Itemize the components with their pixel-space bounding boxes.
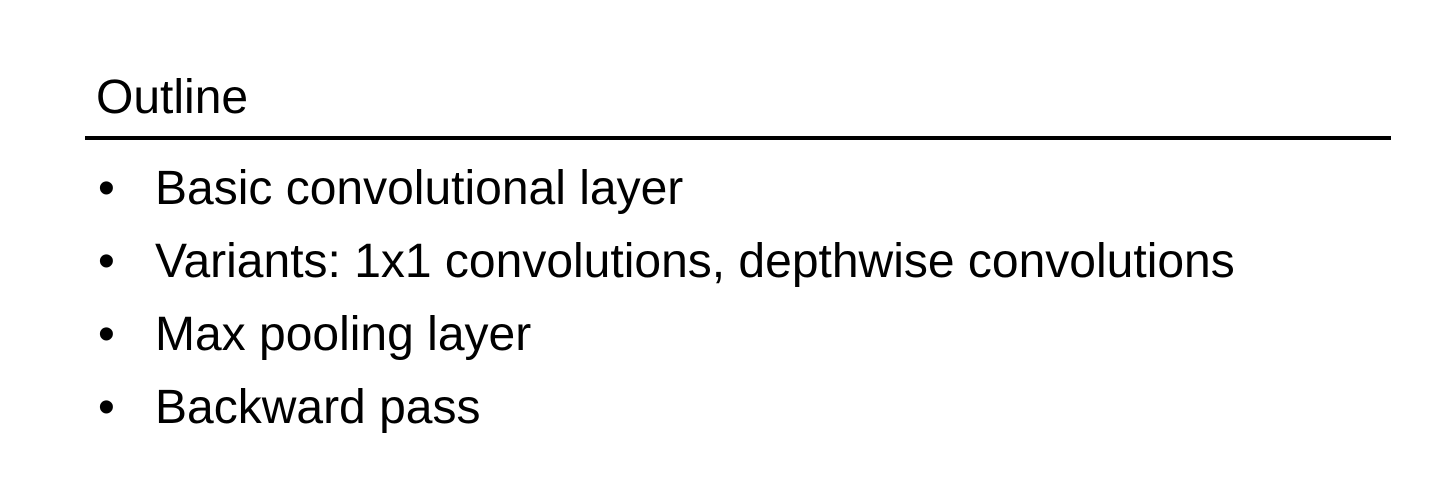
bullet-icon: • [98,235,115,288]
slide-title: Outline [96,71,249,124]
title-underline [85,136,1391,140]
list-item-text: Backward pass [155,381,481,434]
list-item-text: Max pooling layer [155,308,532,361]
bullet-icon: • [98,308,115,361]
bullet-icon: • [98,381,115,434]
list-item-text: Basic convolutional layer [155,162,684,215]
bullet-icon: • [98,162,115,215]
list-item-text: Variants: 1x1 convolutions, depthwise co… [155,235,1235,288]
